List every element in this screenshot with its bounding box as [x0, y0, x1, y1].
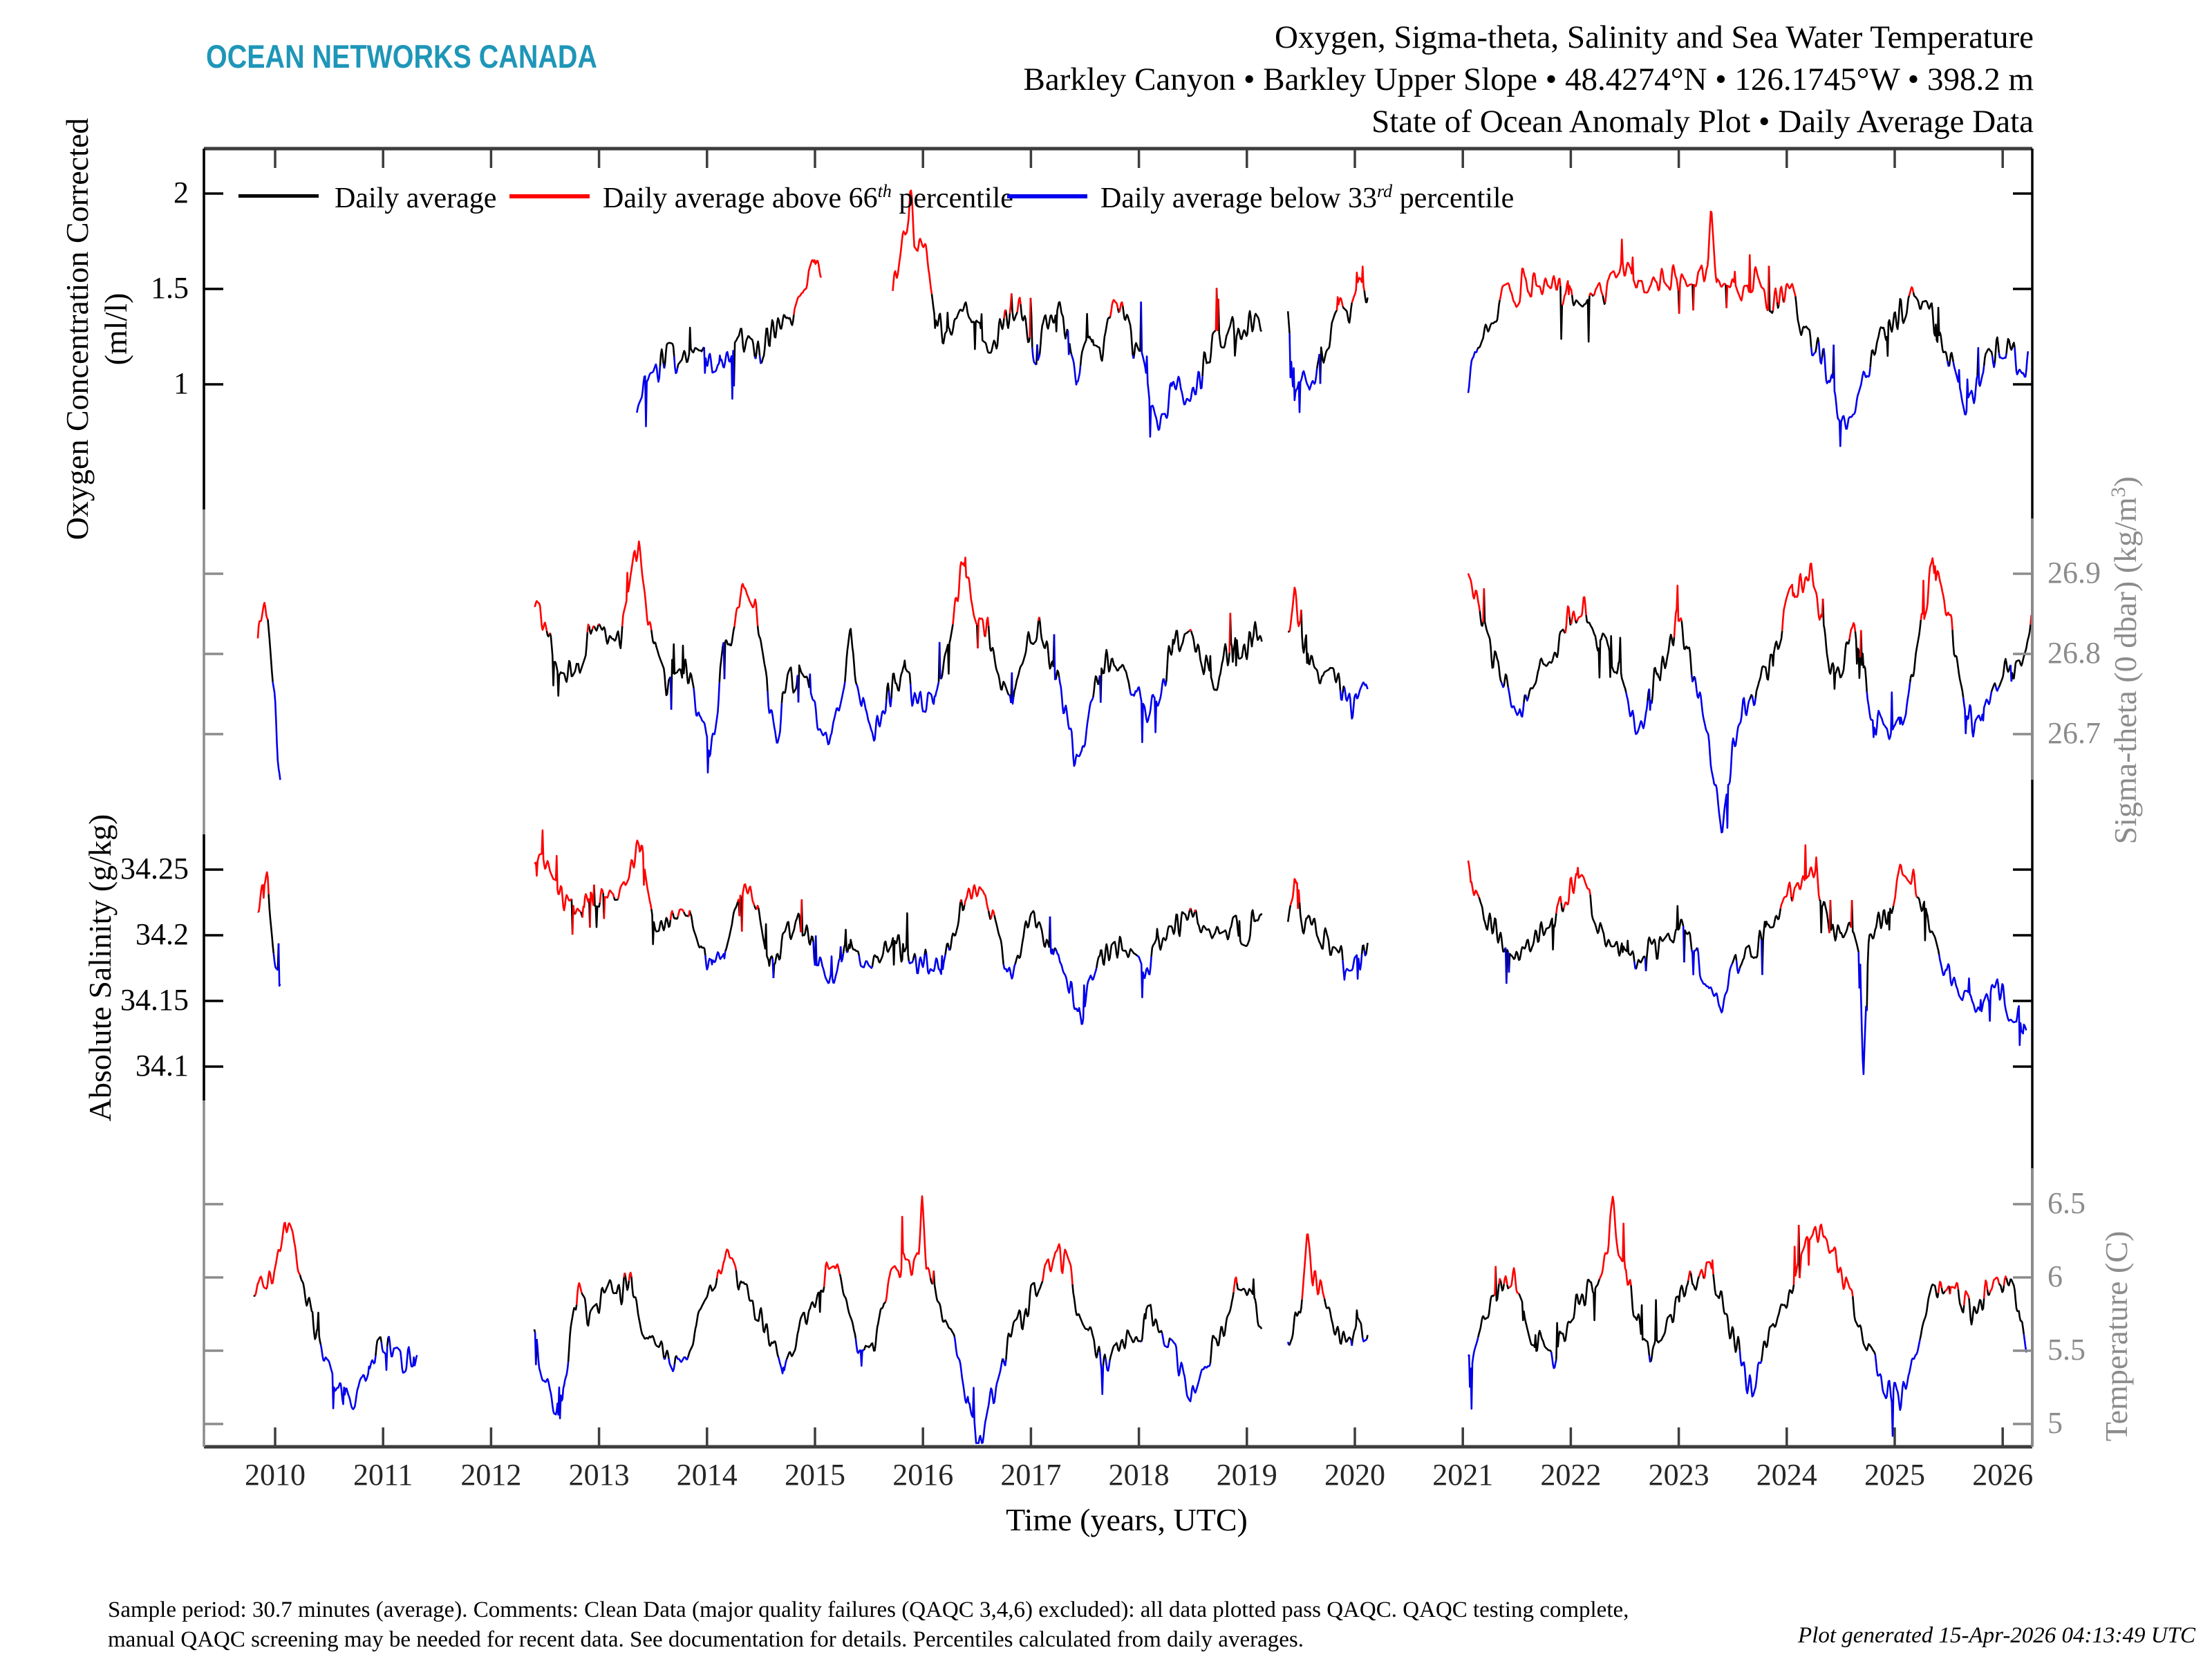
series-oxygen-blue	[636, 301, 2030, 447]
series-temperature-black	[253, 1224, 2025, 1366]
footer-line-2: manual QAQC screening may be needed for …	[108, 1627, 1304, 1652]
series-oxygen-red	[793, 189, 1915, 338]
series-sigma_theta-red	[256, 540, 2032, 657]
ylabel-salinity: Absolute Salinity (g/kg)	[82, 814, 118, 1122]
series-sigma_theta-black	[267, 588, 2032, 710]
series-sigma_theta-blue	[272, 634, 2013, 834]
x-tick-label: 2012	[460, 1458, 522, 1492]
plot-generated-credit: Plot generated 15-Apr-2026 04:13:49 UTC	[1798, 1623, 2195, 1648]
y-tick-label-right: 6.5	[2047, 1186, 2086, 1220]
y-tick-label-left: 34.25	[120, 852, 189, 885]
y-tick-label-left: 34.1	[135, 1049, 189, 1082]
legend-label-above-66th: Daily average above 66th percentile	[603, 181, 1013, 214]
y-tick-label-left: 1.5	[151, 271, 189, 305]
legend-line-above-66th	[509, 194, 590, 198]
series-salinity-black	[257, 884, 1940, 1011]
x-tick-label: 2016	[892, 1458, 954, 1492]
x-tick-label: 2026	[1972, 1458, 2034, 1492]
title-line-1: Oxygen, Sigma-theta, Salinity and Sea Wa…	[1275, 19, 2034, 55]
x-tick-label: 2010	[245, 1458, 306, 1492]
legend-label-average: Daily average	[335, 182, 497, 214]
series-salinity-red	[257, 829, 1918, 935]
x-tick-label: 2022	[1540, 1458, 1602, 1492]
legend-label-below-33rd: Daily average below 33rd percentile	[1100, 181, 1515, 214]
y-tick-label-left: 34.15	[120, 983, 189, 1017]
series-salinity-blue	[272, 916, 2027, 1076]
x-tick-label: 2011	[353, 1458, 413, 1492]
x-tick-label: 2024	[1756, 1458, 1817, 1492]
series-oxygen-black	[659, 265, 2016, 386]
x-tick-label: 2017	[1000, 1458, 1062, 1492]
x-tick-label: 2013	[568, 1458, 630, 1492]
x-tick-label: 2025	[1864, 1458, 1925, 1492]
series-temperature-blue	[319, 1332, 2027, 1444]
y-tick-label-right: 26.7	[2047, 716, 2101, 750]
x-tick-label: 2014	[676, 1458, 738, 1492]
x-tick-label: 2019	[1216, 1458, 1277, 1492]
y-tick-label-right: 26.8	[2047, 636, 2101, 670]
y-tick-label-left: 34.2	[135, 917, 189, 951]
ylabel-temperature: Temperature (C)	[2099, 1230, 2134, 1442]
y-tick-label-right: 5	[2047, 1406, 2063, 1440]
x-tick-label: 2023	[1648, 1458, 1709, 1492]
plot-title: Oxygen, Sigma-theta, Salinity and Sea Wa…	[1024, 17, 2034, 143]
xaxis-title: Time (years, UTC)	[1006, 1502, 1248, 1537]
y-tick-label-right: 26.9	[2047, 556, 2101, 590]
y-tick-label-right: 5.5	[2047, 1333, 2086, 1367]
onc-logo: OCEAN NETWORKS CANADA	[206, 38, 597, 75]
x-tick-label: 2021	[1432, 1458, 1494, 1492]
title-line-3: State of Ocean Anomaly Plot • Daily Aver…	[1371, 104, 2034, 140]
x-tick-label: 2018	[1108, 1458, 1170, 1492]
legend-line-average	[238, 194, 319, 198]
footer-caption: Sample period: 30.7 minutes (average). C…	[108, 1595, 1629, 1655]
x-tick-label: 2020	[1324, 1458, 1385, 1492]
chart-legend: Daily average Daily average above 66th p…	[0, 181, 2212, 214]
y-tick-label-right: 6	[2047, 1259, 2063, 1293]
y-tick-label-left: 1	[174, 366, 189, 400]
footer-line-1: Sample period: 30.7 minutes (average). C…	[108, 1597, 1629, 1622]
x-tick-label: 2015	[785, 1458, 845, 1492]
legend-line-below-33rd	[1007, 194, 1087, 198]
title-line-2: Barkley Canyon • Barkley Upper Slope • 4…	[1023, 62, 2034, 97]
y-tick-label-left: 2	[174, 176, 189, 209]
series-temperature-red	[254, 1195, 2007, 1306]
